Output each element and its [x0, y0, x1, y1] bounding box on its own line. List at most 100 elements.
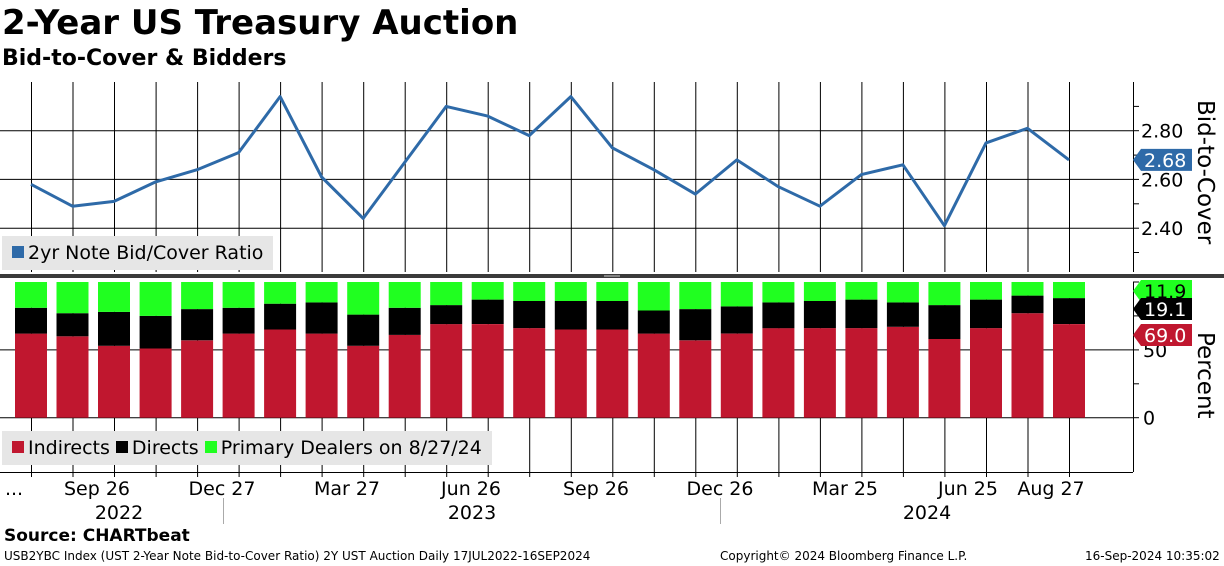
legend-label-dealers: Primary Dealers on 8/27/24 — [220, 437, 482, 459]
last-value-tag-primary: 11.9 — [1133, 280, 1192, 303]
bar-primary-23 — [970, 282, 1002, 300]
bar-primary-6 — [264, 282, 297, 304]
bar-directs-25 — [1053, 298, 1085, 324]
bar-indirects-17 — [720, 333, 753, 418]
bar-directs-7 — [305, 302, 338, 334]
legend-label-bidcover: 2yr Note Bid/Cover Ratio — [28, 242, 264, 264]
bar-primary-21 — [886, 282, 919, 303]
bar-primary-17 — [720, 282, 753, 307]
bar-directs-24 — [1011, 295, 1044, 314]
bar-primary-9 — [388, 282, 421, 308]
bar-primary-7 — [305, 282, 338, 303]
bar-indirects-16 — [679, 340, 712, 418]
bar-directs-17 — [720, 306, 753, 334]
bar-primary-19 — [803, 282, 836, 301]
bar-primary-1 — [56, 282, 89, 314]
bar-directs-1 — [56, 313, 89, 337]
footer-copyright: Copyright© 2024 Bloomberg Finance L.P. — [720, 549, 968, 563]
footer-ticker: USB2YBC Index (UST 2-Year Note Bid-to-Co… — [4, 549, 591, 563]
last-value-tag-top: 2.68 — [1133, 148, 1192, 172]
bar-primary-13 — [554, 282, 587, 301]
axis-title-top: Bid-to-Cover — [1192, 100, 1218, 245]
bar-indirects-13 — [554, 329, 587, 418]
bar-primary-18 — [762, 282, 795, 303]
bar-primary-12 — [513, 282, 546, 301]
x-label-month: Aug 27 — [1017, 478, 1084, 500]
x-label-month: Dec 26 — [687, 478, 754, 500]
ytick-label-top: 2.60 — [1141, 169, 1183, 191]
bar-directs-4 — [181, 309, 214, 341]
bar-indirects-23 — [970, 328, 1002, 418]
bar-indirects-12 — [513, 328, 546, 418]
bar-directs-5 — [222, 307, 255, 334]
x-label-year: 2022 — [95, 502, 143, 524]
bar-indirects-21 — [886, 326, 919, 418]
bar-primary-22 — [928, 282, 961, 306]
bar-directs-10 — [430, 305, 463, 325]
bar-primary-15 — [637, 282, 670, 311]
bar-indirects-10 — [430, 324, 463, 418]
bar-indirects-3 — [139, 348, 172, 418]
bar-indirects-18 — [762, 328, 795, 418]
chart-subtitle: Bid-to-Cover & Bidders — [2, 46, 287, 71]
x-label-month: Sep 26 — [563, 478, 629, 500]
bar-primary-4 — [181, 282, 214, 310]
x-label-month: Dec 27 — [189, 478, 256, 500]
bar-indirects-5 — [222, 333, 255, 418]
footer-timestamp: 16-Sep-2024 10:35:02 — [1085, 549, 1220, 563]
bar-indirects-9 — [388, 334, 421, 418]
bar-directs-22 — [928, 305, 961, 339]
x-label-year: 2024 — [903, 502, 951, 524]
last-value-tag-top-bg — [1133, 148, 1192, 171]
bar-directs-6 — [264, 303, 297, 330]
bar-indirects-20 — [845, 328, 878, 418]
bar-directs-8 — [347, 314, 380, 346]
last-value-tag-bg — [1133, 280, 1192, 302]
last-value-tag-bg — [1133, 324, 1192, 346]
legend-swatch-indirects — [12, 441, 24, 453]
chart-title: 2-Year US Treasury Auction — [2, 3, 519, 43]
bar-directs-0 — [15, 307, 47, 334]
x-label-month: ... — [5, 478, 23, 500]
bar-directs-16 — [679, 309, 712, 341]
x-label-month: Jun 26 — [440, 478, 501, 500]
legend-swatch-directs — [115, 441, 128, 453]
x-label-month: Mar 27 — [314, 478, 380, 500]
bar-directs-18 — [762, 302, 795, 329]
bar-directs-11 — [471, 299, 504, 324]
last-value-tag-directs: 19.1 — [1133, 298, 1192, 321]
top-legend: 2yr Note Bid/Cover Ratio — [2, 236, 274, 270]
bar-directs-3 — [139, 315, 172, 349]
bar-directs-2 — [98, 311, 130, 346]
bar-primary-16 — [679, 282, 712, 310]
bar-indirects-24 — [1011, 313, 1044, 418]
bar-primary-14 — [596, 282, 629, 301]
source-note: Source: CHARTbeat — [4, 526, 190, 546]
bar-primary-8 — [347, 282, 380, 315]
bar-directs-21 — [886, 302, 919, 327]
bar-directs-9 — [388, 307, 421, 335]
bar-primary-3 — [139, 282, 172, 316]
bar-indirects-2 — [98, 345, 130, 418]
x-label-year: 2023 — [448, 502, 496, 524]
bar-directs-14 — [596, 301, 629, 330]
last-value-tag-top-text: 2.68 — [1144, 150, 1186, 172]
bar-directs-19 — [803, 301, 836, 329]
bar-indirects-14 — [596, 329, 629, 418]
ytick-label-bottom: 0 — [1143, 408, 1155, 430]
last-value-tag-text: 69.0 — [1144, 325, 1186, 347]
bar-primary-10 — [430, 282, 463, 306]
last-value-tag-indirects: 69.0 — [1133, 324, 1192, 347]
bar-indirects-0 — [15, 333, 47, 418]
series-line-bidcover — [30, 95, 1070, 228]
ytick-label-top: 2.40 — [1141, 218, 1183, 240]
bar-indirects-8 — [347, 345, 380, 418]
bar-indirects-6 — [264, 329, 297, 418]
last-value-tag-text: 19.1 — [1144, 299, 1186, 321]
bar-directs-20 — [845, 299, 878, 329]
legend-swatch-bidcover — [12, 246, 24, 258]
bar-indirects-19 — [803, 328, 836, 418]
bar-indirects-22 — [928, 339, 961, 418]
bottom-legend: Indirects Directs Primary Dealers on 8/2… — [2, 431, 492, 465]
bar-primary-24 — [1011, 282, 1044, 296]
